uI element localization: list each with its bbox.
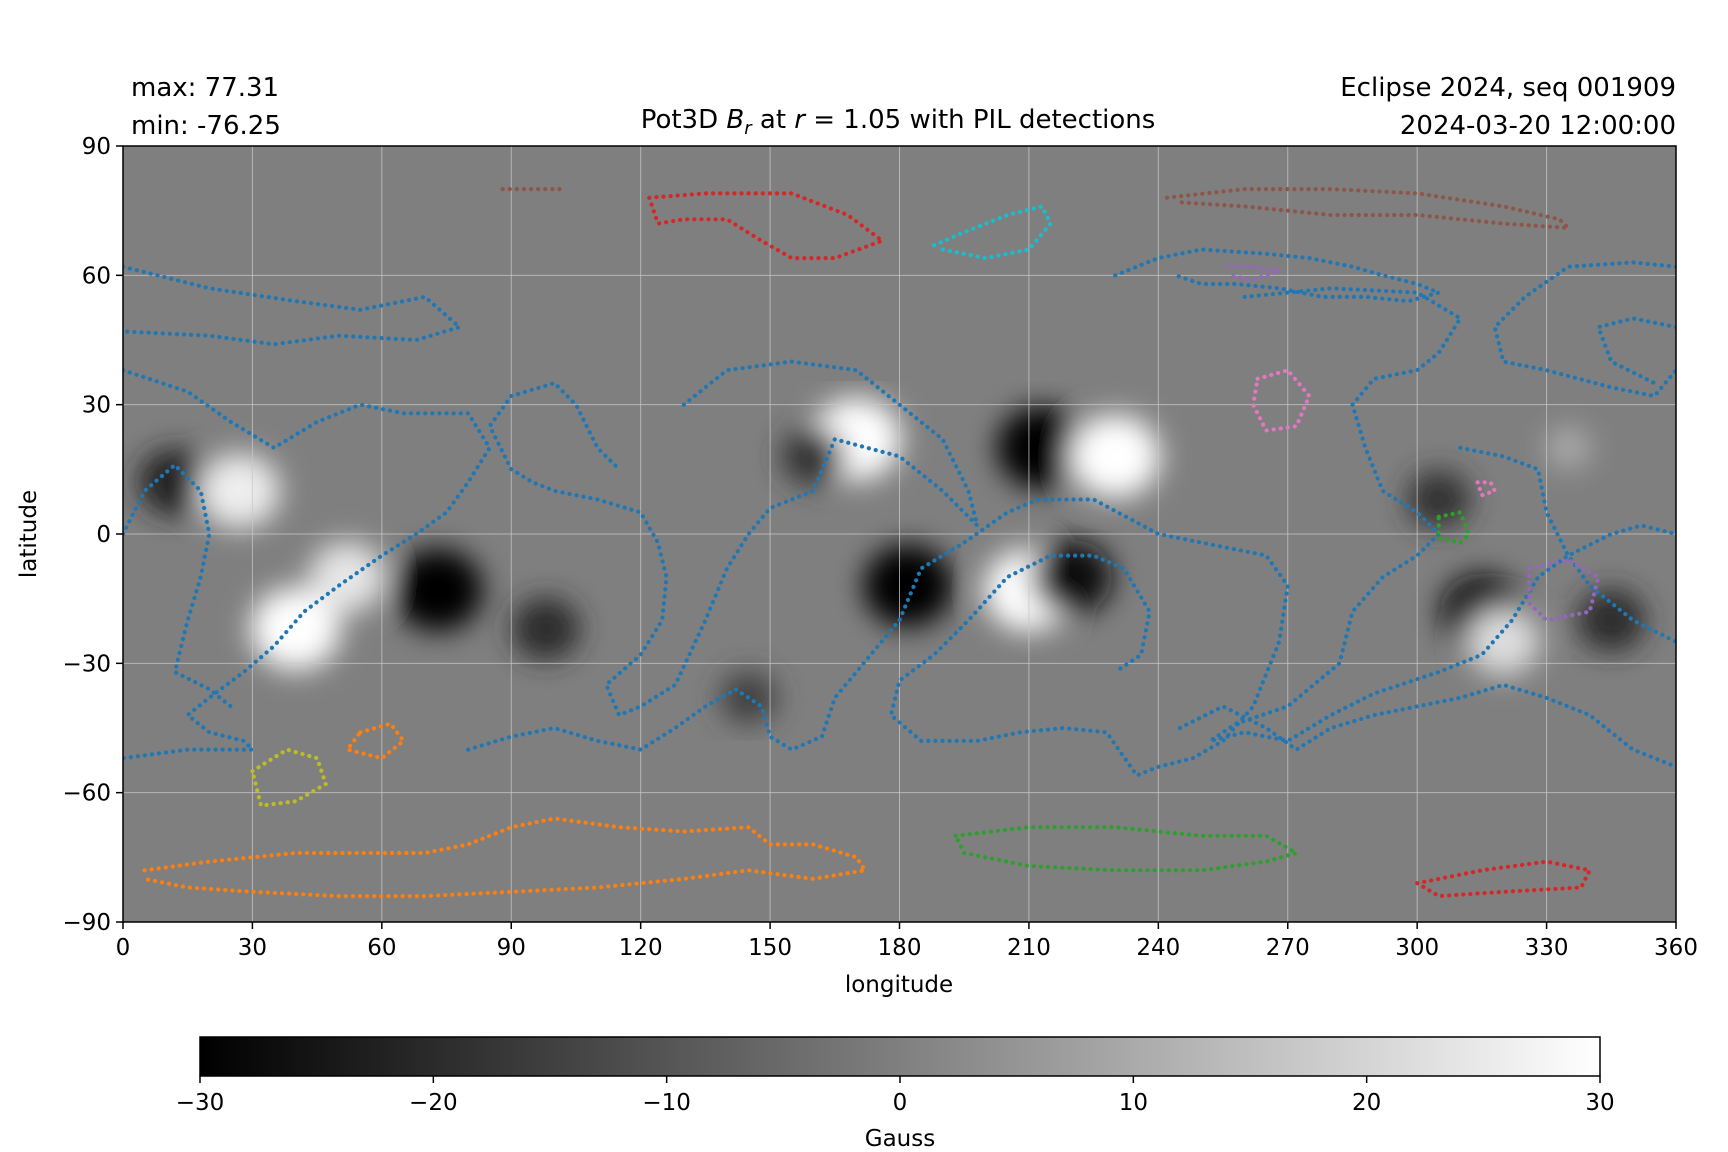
- cbar-tick-label-6: 30: [1585, 1090, 1614, 1116]
- y-tick-label-4: 30: [82, 393, 111, 419]
- pil-contour-6-1: [1475, 480, 1497, 498]
- field-blob-5: [511, 597, 580, 661]
- pil-contour-0-10: [1113, 247, 1441, 304]
- cbar-tick-label-1: −20: [409, 1090, 458, 1116]
- x-tick-label-1: 30: [238, 935, 267, 961]
- field-blob-18: [1545, 426, 1592, 469]
- colorbar: −30 −20 −10 0 10 20 30 Gauss: [176, 1036, 1615, 1152]
- pil-contour-0-9: [1177, 682, 1676, 769]
- pil-contour-6-0: [1251, 368, 1312, 433]
- pil-contour-3-1: [1415, 859, 1592, 899]
- x-ticks: 0 30 60 90 120 150 180 210 240 270 300 330 360: [116, 922, 1698, 961]
- x-tick-label-6: 180: [878, 935, 922, 961]
- y-tick-label-1: −60: [62, 781, 111, 807]
- colorbar-ticks: −30 −20 −10 0 10 20 30: [176, 1076, 1615, 1116]
- pil-contour-5-1: [1164, 187, 1571, 230]
- x-tick-label-5: 150: [748, 935, 792, 961]
- field-blob-0: [138, 448, 211, 516]
- x-axis-label: longitude: [845, 972, 953, 998]
- x-tick-label-3: 90: [497, 935, 526, 961]
- pil-contour-0-3: [466, 497, 1290, 778]
- pil-contour-4-0: [1527, 557, 1601, 623]
- pil-contour-1-1: [345, 721, 406, 761]
- y-tick-label-3: 0: [96, 522, 111, 548]
- max-label: max: 77.31: [131, 73, 279, 103]
- x-tick-label-2: 60: [367, 935, 396, 961]
- x-tick-label-4: 120: [619, 935, 663, 961]
- field-blob-3: [308, 541, 386, 613]
- y-tick-label-2: −30: [62, 651, 111, 677]
- field-blob-1: [198, 453, 281, 529]
- x-tick-label-11: 330: [1525, 935, 1569, 961]
- x-tick-label-9: 270: [1266, 935, 1310, 961]
- field-blob-12: [1070, 415, 1161, 498]
- date-label: 2024-03-20 12:00:00: [1400, 111, 1676, 141]
- field-blob-4: [392, 548, 483, 632]
- pil-contour-0-7: [1596, 316, 1676, 386]
- y-tick-label-0: −90: [62, 910, 111, 936]
- pil-contour-0-1: [123, 368, 492, 761]
- colorbar-gradient: [199, 1036, 1601, 1077]
- cbar-tick-label-4: 10: [1119, 1090, 1148, 1116]
- pil-contour-0-4: [487, 359, 980, 718]
- x-tick-label-10: 300: [1395, 935, 1439, 961]
- cbar-tick-label-2: −10: [642, 1090, 691, 1116]
- pil-detections: [123, 187, 1676, 899]
- pil-contour-8-0: [931, 204, 1053, 261]
- field-blob-11: [996, 406, 1087, 490]
- field-blob-8: [863, 544, 954, 628]
- y-tick-label-5: 60: [82, 263, 111, 289]
- cbar-tick-label-3: 0: [893, 1090, 908, 1116]
- plot-area: 0 30 60 90 120 150 180 210 240 270 300 330 360 −90−6…: [62, 134, 1698, 961]
- pil-contour-0-2: [123, 462, 233, 709]
- x-tick-label-0: 0: [116, 935, 131, 961]
- y-tick-label-6: 90: [82, 134, 111, 160]
- chart-title: Pot3D Br at r = 1.05 with PIL detections: [641, 105, 1156, 139]
- x-tick-label-12: 360: [1654, 935, 1698, 961]
- colorbar-label: Gauss: [865, 1126, 935, 1152]
- y-ticks: −90 −60 −30 0 30 60 90: [62, 134, 123, 936]
- x-tick-label-7: 210: [1007, 935, 1051, 961]
- pil-contour-7-0: [250, 747, 328, 808]
- cbar-tick-label-0: −30: [176, 1090, 225, 1116]
- pil-contour-1-0: [142, 816, 868, 899]
- grid: [123, 146, 1676, 922]
- min-label: min: -76.25: [131, 111, 281, 141]
- pil-contour-0-5: [1207, 286, 1676, 744]
- field-blob-7: [781, 427, 846, 486]
- magnetic-field-map: [138, 397, 1646, 725]
- field-blob-16: [1467, 608, 1540, 676]
- cbar-tick-label-5: 20: [1352, 1090, 1381, 1116]
- run-label: Eclipse 2024, seq 001909: [1340, 73, 1676, 103]
- field-blob-10: [1031, 539, 1113, 615]
- field-blob-17: [1577, 588, 1646, 652]
- x-tick-label-8: 240: [1136, 935, 1180, 961]
- pil-contour-0-8: [1458, 445, 1676, 644]
- pil-contour-0-0: [123, 264, 462, 347]
- y-axis-label: latitude: [16, 490, 42, 578]
- pil-contour-2-0: [953, 825, 1299, 873]
- pil-contour-0-6: [1492, 260, 1676, 399]
- pil-contour-3-0: [647, 191, 885, 261]
- pil-contour-2-1: [1436, 510, 1472, 545]
